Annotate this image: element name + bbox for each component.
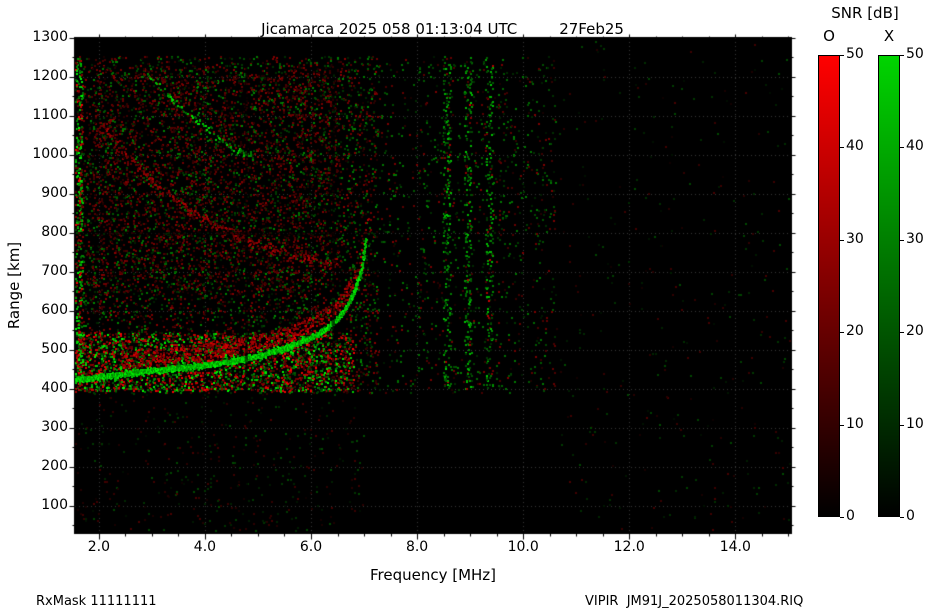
colorbar-tick-label: 50 [846, 46, 864, 62]
colorbar-tick-label: 40 [846, 138, 864, 154]
x-mode-label: X [883, 27, 895, 45]
x-tick-label: 14.0 [719, 539, 751, 555]
x-tick-label: 10.0 [507, 539, 539, 555]
colorbar-tick [840, 147, 844, 148]
colorbar-tick [900, 55, 904, 56]
y-tick-label: 800 [41, 223, 68, 240]
y-tick-label: 1100 [32, 106, 68, 123]
filename-label: VIPIR JM91J_2025058011304.RIQ [585, 594, 804, 609]
colorbar-tick [900, 147, 904, 148]
ionogram-heatmap [60, 25, 810, 547]
x-colorbar [878, 55, 900, 517]
y-tick-label: 500 [41, 340, 68, 357]
colorbar-tick [840, 332, 844, 333]
x-tick-label: 6.0 [299, 539, 323, 555]
y-tick-label: 300 [41, 418, 68, 435]
y-tick-label: 1000 [32, 145, 68, 162]
y-tick-label: 600 [41, 301, 68, 318]
colorbar-tick-label: 0 [846, 508, 855, 524]
x-axis-label: Frequency [MHz] [369, 566, 497, 584]
colorbar-tick-label: 10 [906, 416, 924, 432]
o-mode-label: O [823, 27, 835, 45]
y-tick-label: 700 [41, 262, 68, 279]
colorbar-title: SNR [dB] [831, 4, 899, 22]
x-tick-label: 12.0 [613, 539, 645, 555]
colorbar-tick-label: 50 [906, 46, 924, 62]
o-colorbar [818, 55, 840, 517]
colorbar-tick [840, 425, 844, 426]
x-tick-label: 4.0 [193, 539, 217, 555]
colorbar-tick [840, 517, 844, 518]
colorbar-tick-label: 20 [906, 323, 924, 339]
colorbar-tick-label: 0 [906, 508, 915, 524]
colorbar-tick [840, 240, 844, 241]
rxmask-label: RxMask 11111111 [36, 594, 157, 609]
y-tick-label: 100 [41, 496, 68, 513]
colorbar-tick-label: 10 [846, 416, 864, 432]
colorbar-tick [900, 240, 904, 241]
colorbar-tick-label: 30 [846, 231, 864, 247]
x-tick-label: 8.0 [405, 539, 429, 555]
y-tick-label: 400 [41, 379, 68, 396]
colorbar-tick-label: 40 [906, 138, 924, 154]
y-tick-label: 200 [41, 457, 68, 474]
x-tick-label: 2.0 [87, 539, 110, 555]
colorbar-tick-label: 20 [846, 323, 864, 339]
y-tick-label: 900 [41, 184, 68, 201]
y-tick-label: 1200 [32, 67, 68, 84]
colorbar-tick-label: 30 [906, 231, 924, 247]
colorbar-tick [900, 425, 904, 426]
colorbar-tick [900, 517, 904, 518]
colorbar-tick [900, 332, 904, 333]
y-tick-label: 1300 [32, 29, 68, 45]
colorbar-tick [840, 55, 844, 56]
